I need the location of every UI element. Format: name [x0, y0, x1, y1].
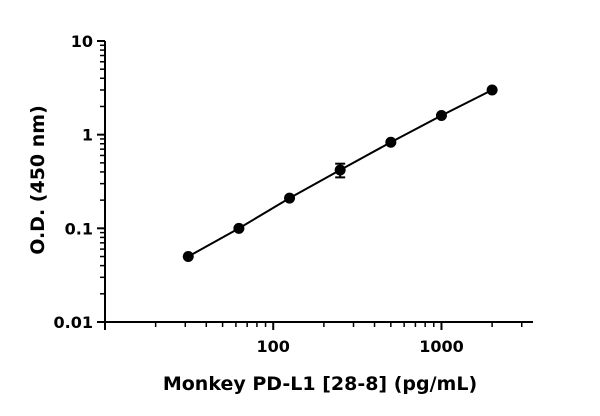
- series: [182, 84, 498, 263]
- data-point: [486, 84, 498, 96]
- data-point: [233, 222, 245, 234]
- y-tick-label: 0.1: [65, 219, 93, 238]
- tick-labels: 0.01 0.1 1 10 100 1000: [54, 32, 464, 356]
- y-axis-label: O.D. (450 nm): [27, 105, 49, 255]
- y-tick-label: 10: [71, 32, 93, 51]
- x-axis-label: Monkey PD-L1 [28-8] (pg/mL): [163, 373, 477, 395]
- y-tick-label: 0.01: [54, 313, 93, 332]
- x-tick-label: 100: [257, 337, 290, 356]
- data-point: [385, 136, 397, 148]
- y-tick-label: 1: [82, 126, 93, 145]
- data-point: [435, 110, 447, 122]
- data-point: [334, 164, 346, 176]
- x-tick-label: 1000: [419, 337, 464, 356]
- ticks: [97, 40, 523, 330]
- axes: [104, 41, 533, 323]
- data-point: [284, 192, 296, 204]
- data-point: [182, 251, 194, 263]
